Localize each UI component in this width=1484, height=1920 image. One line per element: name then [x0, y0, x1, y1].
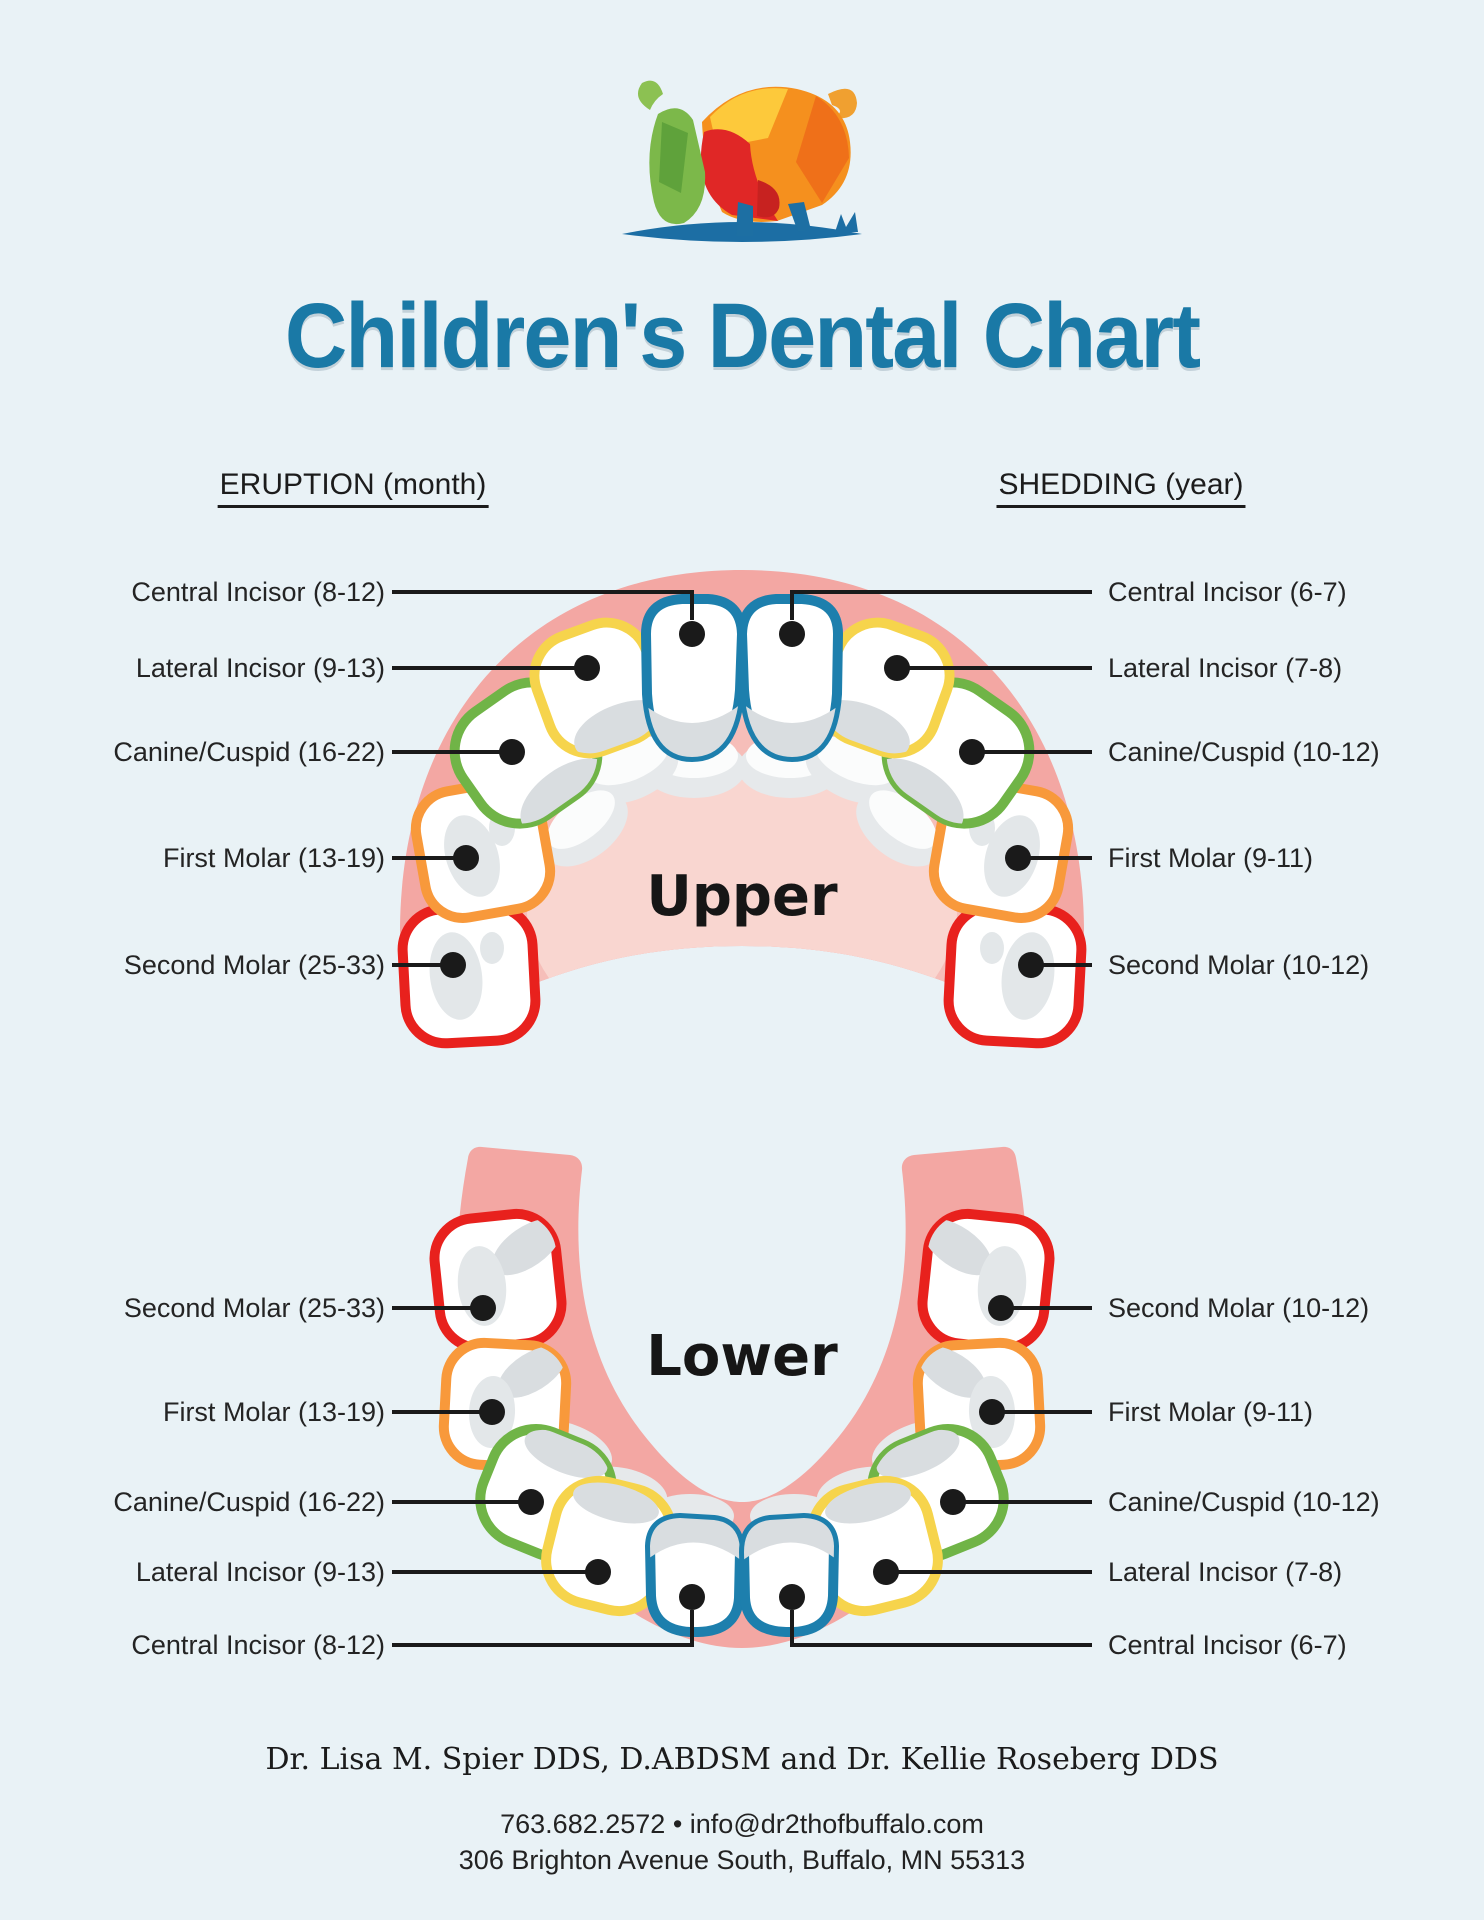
upper-eruption-label-first-molar: First Molar (13-19): [162, 843, 385, 873]
lower-shedding-label-canine: Canine/Cuspid (10-12): [1108, 1487, 1380, 1517]
shedding-column-header: SHEDDING (year): [996, 468, 1246, 508]
leader-lines: [392, 590, 1094, 1647]
leader-dot: [499, 739, 525, 765]
lower-eruption-label-first-molar: First Molar (13-19): [162, 1397, 385, 1427]
upper-shedding-label-second-molar: Second Molar (10-12): [1108, 950, 1370, 980]
leader-dot: [679, 1584, 705, 1610]
lower-eruption-label-lateral-incisor: Lateral Incisor (9-13): [135, 1557, 385, 1587]
lower-eruption-label-central-incisor: Central Incisor (8-12): [131, 1630, 385, 1660]
lower-eruption-label-second-molar: Second Molar (25-33): [123, 1293, 385, 1323]
leader-dot: [518, 1489, 544, 1515]
leader-dot: [679, 621, 705, 647]
leader-line: [392, 1610, 694, 1647]
upper-eruption-label-second-molar: Second Molar (25-33): [123, 950, 385, 980]
upper-shedding-label-central-incisor: Central Incisor (6-7): [1108, 577, 1347, 607]
contact-line: 763.682.2572 • info@dr2thofbuffalo.com: [0, 1809, 1484, 1840]
upper-arch-illustration: [400, 570, 1084, 1065]
leader-line: [392, 590, 694, 620]
lower-shedding-label-second-molar: Second Molar (10-12): [1108, 1293, 1370, 1323]
lower-shedding-label-lateral-incisor: Lateral Incisor (7-8): [1108, 1557, 1343, 1587]
upper-arch-label: Upper: [646, 864, 838, 929]
upper-shedding-label-first-molar: First Molar (9-11): [1108, 843, 1314, 873]
lower-shedding-label-first-molar: First Molar (9-11): [1108, 1397, 1314, 1427]
lower-arch-illustration: [431, 1146, 1054, 1648]
leader-dot: [479, 1399, 505, 1425]
lower-eruption-label-canine: Canine/Cuspid (16-22): [113, 1487, 385, 1517]
eruption-column-header: ERUPTION (month): [217, 468, 489, 508]
leader-dot: [453, 845, 479, 871]
upper-left-teeth: [401, 599, 746, 1045]
bison-logo: [622, 80, 862, 242]
address-line: 306 Brighton Avenue South, Buffalo, MN 5…: [458, 1845, 1026, 1875]
leader-dot: [574, 655, 600, 681]
lower-left-teeth: [431, 1208, 746, 1632]
upper-eruption-label-lateral-incisor: Lateral Incisor (9-13): [135, 653, 385, 683]
page-title: Children's Dental Chart: [284, 284, 1201, 387]
upper-eruption-label-canine: Canine/Cuspid (16-22): [113, 737, 385, 767]
email-address: info@dr2thofbuffalo.com: [689, 1809, 984, 1839]
upper-shedding-label-canine: Canine/Cuspid (10-12): [1108, 737, 1380, 767]
leader-dot: [440, 952, 466, 978]
lower-arch-label: Lower: [646, 1324, 838, 1389]
doctors-line: Dr. Lisa M. Spier DDS, D.ABDSM and Dr. K…: [265, 1742, 1219, 1777]
leader-dot: [470, 1295, 496, 1321]
upper-shedding-label-lateral-incisor: Lateral Incisor (7-8): [1108, 653, 1343, 683]
phone-number: 763.682.2572: [500, 1809, 666, 1839]
bullet-separator: •: [672, 1809, 683, 1839]
leader-dot: [585, 1559, 611, 1585]
lower-shedding-label-central-incisor: Central Incisor (6-7): [1108, 1630, 1347, 1660]
upper-eruption-label-central-incisor: Central Incisor (8-12): [131, 577, 385, 607]
